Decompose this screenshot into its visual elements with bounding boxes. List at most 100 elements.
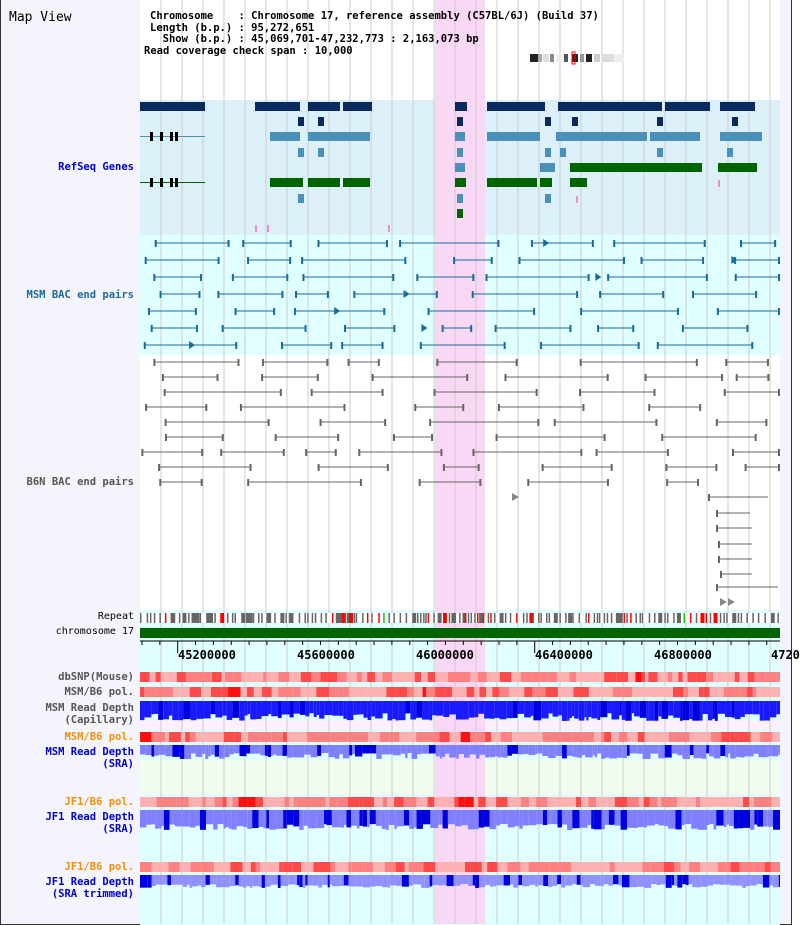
- msm-b6-pol-sra-cell: [360, 732, 369, 742]
- dbsnp-cell: [251, 672, 264, 682]
- repeat-element: [335, 613, 340, 623]
- msm-b6-pol-sra-cell: [282, 732, 287, 742]
- msm-bac-pair-arrow: [403, 290, 410, 298]
- msm-b6-pol-cell: [516, 687, 525, 697]
- jf1-b6-pol-2-cell: [674, 862, 681, 872]
- msm-b6-pol-cell: [329, 687, 339, 697]
- msm-depth-capillary-bar: [353, 701, 357, 715]
- msm-b6-pol-cell: [414, 687, 423, 697]
- jf1-b6-pol-2-cell: [439, 862, 449, 872]
- jf1-depth-trimmed-bar: [355, 875, 363, 887]
- jf1-depth-sra-bar: [767, 810, 774, 827]
- msm-b6-pol-sra-cell: [206, 732, 214, 742]
- dbsnp-cell: [346, 672, 357, 682]
- msm-b6-pol-cell: [155, 687, 165, 697]
- b6n-bac-pair-end: [716, 525, 718, 532]
- msm-depth-sra-bar: [464, 745, 470, 758]
- jf1-depth-trimmed-bar: [704, 875, 708, 887]
- jf1-depth-trimmed-bar: [597, 875, 601, 886]
- track-label-msm-b6-pol[interactable]: MSM/B6 pol.: [64, 686, 134, 698]
- msm-depth-capillary-bar: [759, 701, 764, 721]
- jf1-depth-sra-bar: [567, 810, 573, 830]
- jf1-b6-pol-cell: [738, 797, 744, 807]
- msm-depth-sra-bar: [317, 745, 322, 756]
- jf1-b6-pol-2-cell: [408, 862, 416, 872]
- b6n-bac-pair-end: [279, 389, 282, 396]
- jf1-b6-pol-2-cell: [330, 862, 336, 872]
- dbsnp-cell: [211, 672, 218, 682]
- jf1-depth-sra-bar: [169, 810, 173, 825]
- track-label-jf1-depth-trimmed[interactable]: JF1 Read Depth (SRA trimmed): [45, 876, 134, 900]
- jf1-depth-trimmed-bar: [535, 875, 538, 887]
- msm-bac-pair-end: [304, 325, 307, 332]
- track-label-msm-bac[interactable]: MSM BAC end pairs: [26, 289, 134, 301]
- repeat-element: [479, 613, 484, 623]
- track-label-jf1-b6-pol[interactable]: JF1/B6 pol.: [64, 796, 134, 808]
- msm-depth-sra-bar: [622, 745, 627, 759]
- repeat-element: [427, 613, 430, 623]
- track-label-dbsnp[interactable]: dbSNP(Mouse): [58, 671, 134, 683]
- jf1-b6-pol-cell: [749, 797, 754, 807]
- repeat-element: [231, 613, 234, 623]
- msm-b6-pol-sra-cell: [368, 732, 380, 742]
- msm-bac-pair-end: [242, 240, 245, 247]
- msm-depth-capillary-bar: [682, 701, 690, 721]
- msm-b6-pol-cell: [584, 687, 589, 697]
- msm-b6-pol-sra-cell: [550, 732, 561, 742]
- track-label-msm-depth-capillary[interactable]: MSM Read Depth (Capillary): [45, 702, 134, 726]
- jf1-b6-pol-cell: [359, 797, 363, 807]
- msm-bac-pair-end: [622, 257, 625, 264]
- msm-b6-pol-sra-cell: [399, 732, 409, 742]
- msm-b6-pol-sra-cell: [151, 732, 157, 742]
- ideogram-band: [543, 54, 549, 62]
- gene-model: [298, 117, 304, 126]
- msm-depth-capillary-bar: [416, 701, 423, 718]
- repeat-element: [314, 613, 317, 623]
- track-label-b6n-bac[interactable]: B6N BAC end pairs: [26, 476, 134, 488]
- track-label-jf1-depth-sra[interactable]: JF1 Read Depth (SRA): [45, 811, 134, 835]
- jf1-b6-pol-cell: [743, 797, 750, 807]
- jf1-depth-sra-bar: [442, 810, 448, 829]
- msm-bac-pair-arrow: [421, 324, 428, 332]
- jf1-depth-trimmed-bar: [280, 875, 289, 886]
- jf1-depth-sra-bar: [346, 810, 352, 828]
- jf1-depth-sra-bar: [716, 810, 724, 826]
- dbsnp-cell: [160, 672, 166, 682]
- gene-model: [270, 178, 303, 187]
- gene-model: [545, 117, 551, 126]
- b6n-bac-pair-end: [580, 449, 583, 456]
- track-label-jf1-b6-pol-2[interactable]: JF1/B6 pol.: [64, 861, 134, 873]
- msm-b6-pol-sra-cell: [241, 732, 248, 742]
- jf1-depth-trimmed-bar: [299, 875, 303, 887]
- msm-depth-sra-bar: [485, 745, 490, 758]
- msm-b6-pol-sra-cell: [512, 732, 525, 742]
- jf1-depth-sra-bar: [422, 810, 431, 825]
- b6n-bac-pair-end: [699, 404, 702, 411]
- msm-bac-pair-end: [341, 342, 344, 349]
- msm-depth-sra-bar: [535, 745, 538, 754]
- repeat-element: [777, 613, 779, 623]
- jf1-depth-trimmed-bar: [327, 875, 330, 888]
- jf1-b6-pol-2-cell: [301, 862, 314, 872]
- track-label-msm-b6-pol-sra[interactable]: MSM/B6 pol.: [64, 731, 134, 743]
- jf1-b6-pol-2-cell: [190, 862, 197, 872]
- jf1-depth-trimmed-bar: [163, 875, 168, 885]
- dbsnp-cell: [155, 672, 161, 682]
- jf1-depth-sra-bar: [461, 810, 468, 826]
- jf1-b6-pol-cell: [232, 797, 239, 807]
- gene-exon: [175, 132, 178, 141]
- jf1-depth-trimmed-bar: [277, 875, 281, 888]
- track-label-refseq[interactable]: RefSeq Genes: [58, 161, 134, 173]
- msm-depth-capillary-bar: [744, 701, 753, 715]
- msm-bac-pair-end: [302, 274, 305, 281]
- msm-depth-sra-bar: [435, 745, 440, 757]
- jf1-depth-trimmed-bar: [418, 875, 422, 885]
- msm-bac-pair-end: [580, 308, 583, 315]
- msm-depth-sra-bar: [339, 745, 343, 755]
- track-label-msm-depth-sra[interactable]: MSM Read Depth (SRA): [45, 746, 134, 770]
- jf1-b6-pol-cell: [188, 797, 193, 807]
- dbsnp-cell: [739, 672, 748, 682]
- repeat-element: [170, 613, 175, 623]
- jf1-depth-sra-bar: [155, 810, 159, 829]
